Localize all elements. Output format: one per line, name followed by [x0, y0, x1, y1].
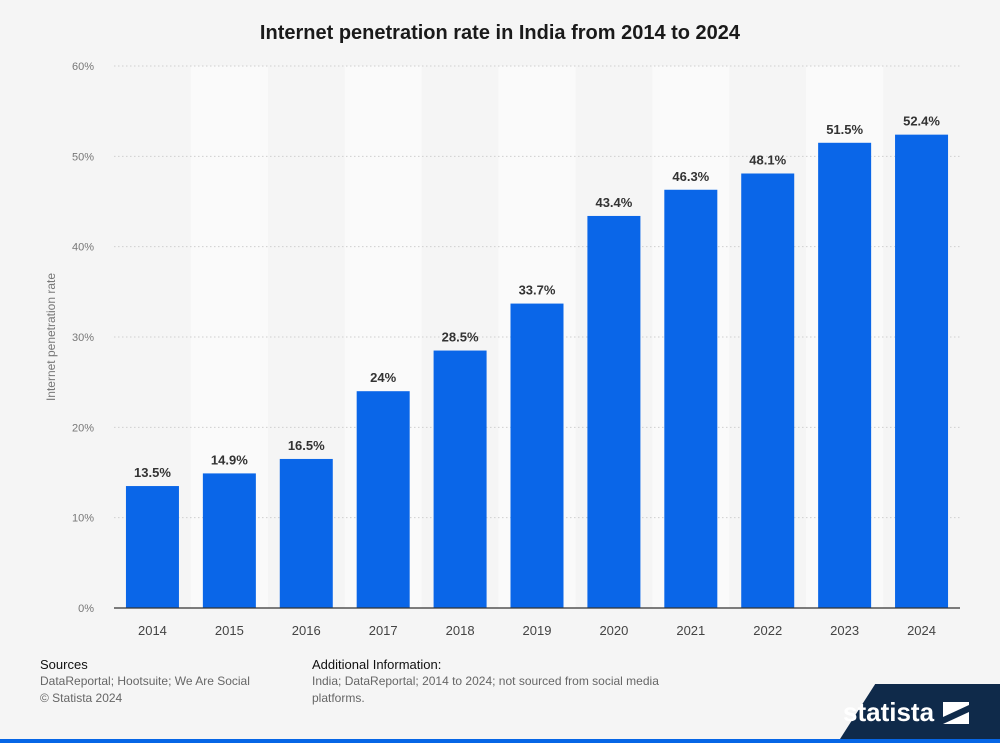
additional-info-block: Additional Information: India; DataRepor… [312, 656, 682, 707]
bar [741, 173, 795, 608]
data-label: 48.1% [749, 152, 786, 167]
chart-title: Internet penetration rate in India from … [259, 22, 741, 44]
data-label: 13.5% [134, 465, 171, 480]
data-label: 16.5% [288, 438, 325, 453]
sources-block: Sources DataReportal; Hootsuite; We Are … [40, 656, 280, 707]
sources-heading: Sources [40, 657, 88, 672]
bar [202, 473, 256, 608]
bar [510, 303, 564, 608]
x-tick-label: 2018 [446, 623, 475, 638]
bar [818, 142, 872, 609]
bar [664, 189, 718, 609]
data-label: 43.4% [595, 195, 632, 210]
x-tick-label: 2023 [830, 623, 859, 638]
bar [125, 486, 179, 608]
statista-logo-text[interactable]: statista [843, 697, 935, 727]
x-tick-label: 2014 [138, 623, 167, 638]
y-tick-label: 60% [72, 61, 94, 73]
bottom-accent-bar [0, 739, 1000, 743]
y-tick-label: 50% [72, 151, 94, 163]
x-tick-label: 2016 [292, 623, 321, 638]
data-label: 24% [370, 370, 396, 385]
data-label: 14.9% [211, 452, 248, 467]
bar [279, 458, 333, 608]
bar [895, 134, 949, 609]
x-tick-label: 2022 [753, 623, 782, 638]
x-tick-label: 2015 [215, 623, 244, 638]
statista-logo-icon [943, 702, 969, 724]
x-tick-label: 2021 [676, 623, 705, 638]
data-label: 46.3% [672, 169, 709, 184]
y-tick-label: 40% [72, 242, 94, 254]
additional-info-heading: Additional Information: [312, 657, 442, 672]
bar-chart: 0% 10% 20% 30% 40% 50% 60% Internet penetration… [44, 61, 960, 638]
sources-text: DataReportal; Hootsuite; We Are Social [40, 674, 250, 688]
y-tick-label: 20% [72, 422, 94, 434]
bar [587, 215, 641, 608]
bar [356, 391, 410, 608]
x-tick-label: 2020 [599, 623, 628, 638]
x-tick-label: 2019 [523, 623, 552, 638]
y-tick-label: 0% [78, 603, 94, 615]
data-label: 51.5% [826, 122, 863, 137]
y-tick-label: 30% [72, 332, 94, 344]
x-tick-label: 2017 [369, 623, 398, 638]
additional-info-text: India; DataReportal; 2014 to 2024; not s… [312, 674, 659, 705]
y-axis-label: Internet penetration rate [44, 273, 58, 401]
data-label: 28.5% [442, 330, 479, 345]
x-tick-label: 2024 [907, 623, 936, 638]
y-tick-label: 10% [72, 513, 94, 525]
bar [433, 350, 487, 608]
data-label: 33.7% [519, 283, 556, 298]
data-label: 52.4% [903, 114, 940, 129]
copyright-text: © Statista 2024 [40, 691, 123, 705]
